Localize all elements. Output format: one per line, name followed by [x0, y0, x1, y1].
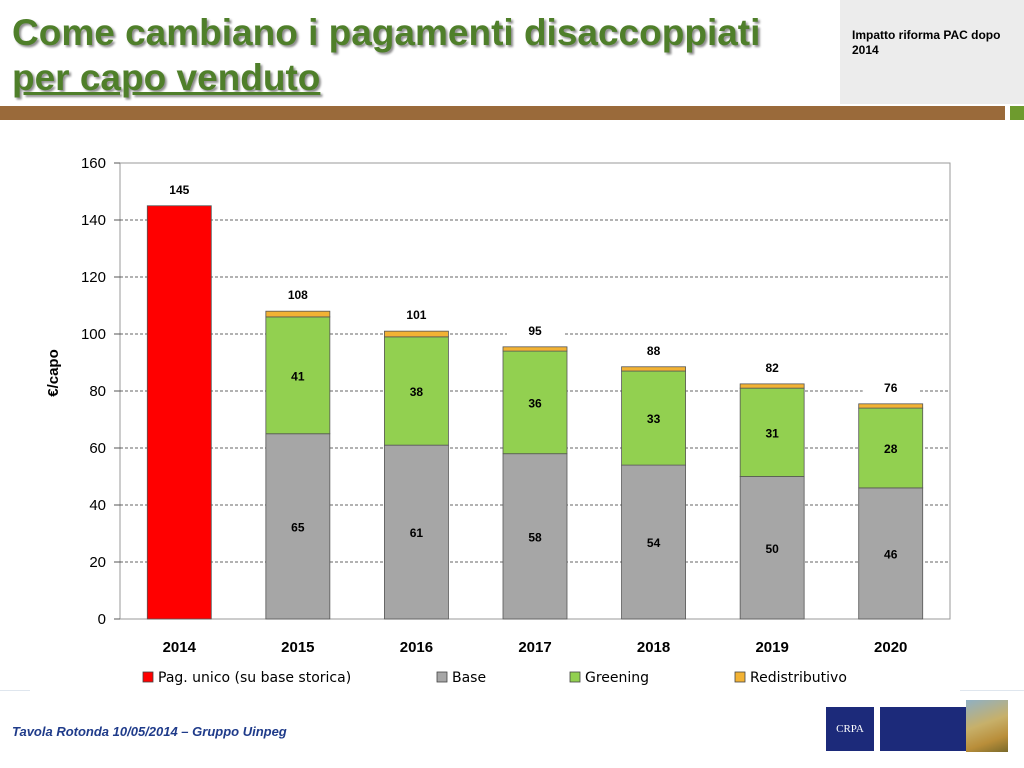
bar-segment [502, 453, 568, 620]
footer-text: Tavola Rotonda 10/05/2014 – Gruppo Uinpe… [12, 724, 287, 739]
y-axis-ticks: 0 20 40 60 80 100 120 140 160 [81, 155, 120, 628]
hay-bales-photo [966, 700, 1008, 752]
legend-label: Pag. unico (su base storica) [158, 670, 351, 686]
total-label-bg [388, 304, 445, 325]
x-tick-label: 2020 [874, 639, 907, 656]
segment-value-label: 50 [765, 542, 779, 556]
segment-value-label: 28 [884, 442, 898, 456]
subtitle-box: Impatto riforma PAC dopo 2014 [840, 0, 1024, 104]
legend-label: Greening [585, 670, 649, 686]
bar-segment [384, 330, 449, 338]
stacked-bar-chart: 0 20 40 60 80 100 120 140 160 145 65 41 108 61 38 101 5… [45, 155, 951, 686]
y-tick-label: 140 [81, 212, 106, 229]
bar-segment [858, 403, 924, 409]
y-tick-label: 100 [81, 326, 106, 343]
bar-segment [858, 487, 924, 620]
segment-value-label: 58 [528, 530, 542, 544]
total-label-bg [744, 356, 801, 377]
crpa-logo-text: CRPA [836, 723, 864, 735]
segment-value-label: 38 [410, 385, 424, 399]
subtitle: Impatto riforma PAC dopo 2014 [852, 28, 1001, 57]
bar-total-label: 82 [765, 361, 779, 375]
segment-value-label: 65 [291, 520, 305, 534]
bar-segment [739, 476, 805, 620]
x-tick-label: 2018 [637, 639, 670, 656]
bar-total-label: 101 [406, 308, 426, 322]
bar-segment [858, 407, 924, 489]
bar-total-label: 76 [884, 381, 898, 395]
x-tick-label: 2019 [755, 639, 788, 656]
y-axis-label: €/capo [45, 349, 62, 397]
total-label-bg [507, 319, 563, 340]
total-label-bg [862, 376, 919, 397]
title-line-1: Come cambiano i pagamenti disaccoppiati [12, 12, 761, 53]
total-label-bg [625, 339, 682, 360]
legend-swatch [436, 671, 448, 683]
legend-label: Redistributivo [750, 670, 847, 686]
legend-swatch [569, 671, 581, 683]
x-axis-labels: 2014 2015 2016 2017 2018 2019 2020 [163, 639, 908, 656]
header-accent-square [1010, 106, 1024, 120]
page-title: Come cambiano i pagamenti disaccoppiati … [12, 10, 832, 100]
segment-value-label: 33 [647, 412, 661, 426]
legend-swatch [734, 671, 746, 683]
bar-segment [621, 464, 686, 620]
bar-segment [739, 387, 805, 477]
y-tick-label: 0 [98, 611, 106, 628]
legend-swatch [142, 671, 154, 683]
chart-bars: 145 65 41 108 61 38 101 58 36 95 54 33 88 50 31 82 46 28 7… [146, 178, 924, 620]
x-tick-label: 2015 [281, 639, 314, 656]
y-tick-label: 160 [81, 155, 106, 172]
y-tick-label: 60 [89, 440, 106, 457]
bar-segment [621, 366, 686, 372]
bar-segment [265, 433, 331, 620]
y-tick-label: 120 [81, 269, 106, 286]
y-tick-label: 80 [89, 383, 106, 400]
partner-logo [880, 707, 966, 751]
bar-segment [502, 350, 568, 455]
bar-segment [384, 336, 449, 446]
bar-segment [265, 310, 331, 318]
bar-total-label: 95 [528, 324, 542, 338]
footer-divider-right [960, 690, 1024, 691]
segment-value-label: 61 [410, 526, 424, 540]
chart-legend: Pag. unico (su base storica) Base Greening… [142, 670, 847, 686]
bar-segment [146, 205, 212, 620]
x-tick-label: 2017 [518, 639, 551, 656]
legend-label: Base [452, 670, 486, 686]
segment-value-label: 54 [647, 536, 661, 550]
segment-value-label: 31 [765, 426, 779, 440]
y-tick-label: 40 [89, 497, 106, 514]
header-divider-bar [0, 106, 1005, 120]
bar-segment [265, 316, 331, 435]
bar-segment [384, 444, 449, 620]
total-label-bg [269, 284, 326, 305]
segment-value-label: 41 [291, 369, 305, 383]
total-label-bg [151, 178, 208, 199]
footer-divider-left [0, 690, 30, 691]
bar-segment [502, 346, 568, 352]
y-tick-label: 20 [89, 554, 106, 571]
crpa-logo: CRPA [826, 707, 874, 751]
segment-value-label: 36 [528, 396, 542, 410]
bar-segment [621, 370, 686, 466]
bar-total-label: 88 [647, 344, 661, 358]
bar-segment [739, 383, 805, 389]
x-tick-label: 2016 [400, 639, 433, 656]
x-tick-label: 2014 [163, 639, 197, 656]
bar-total-label: 145 [169, 183, 189, 197]
title-line-2: per capo venduto [12, 57, 321, 98]
segment-value-label: 46 [884, 547, 898, 561]
bar-total-label: 108 [288, 288, 308, 302]
